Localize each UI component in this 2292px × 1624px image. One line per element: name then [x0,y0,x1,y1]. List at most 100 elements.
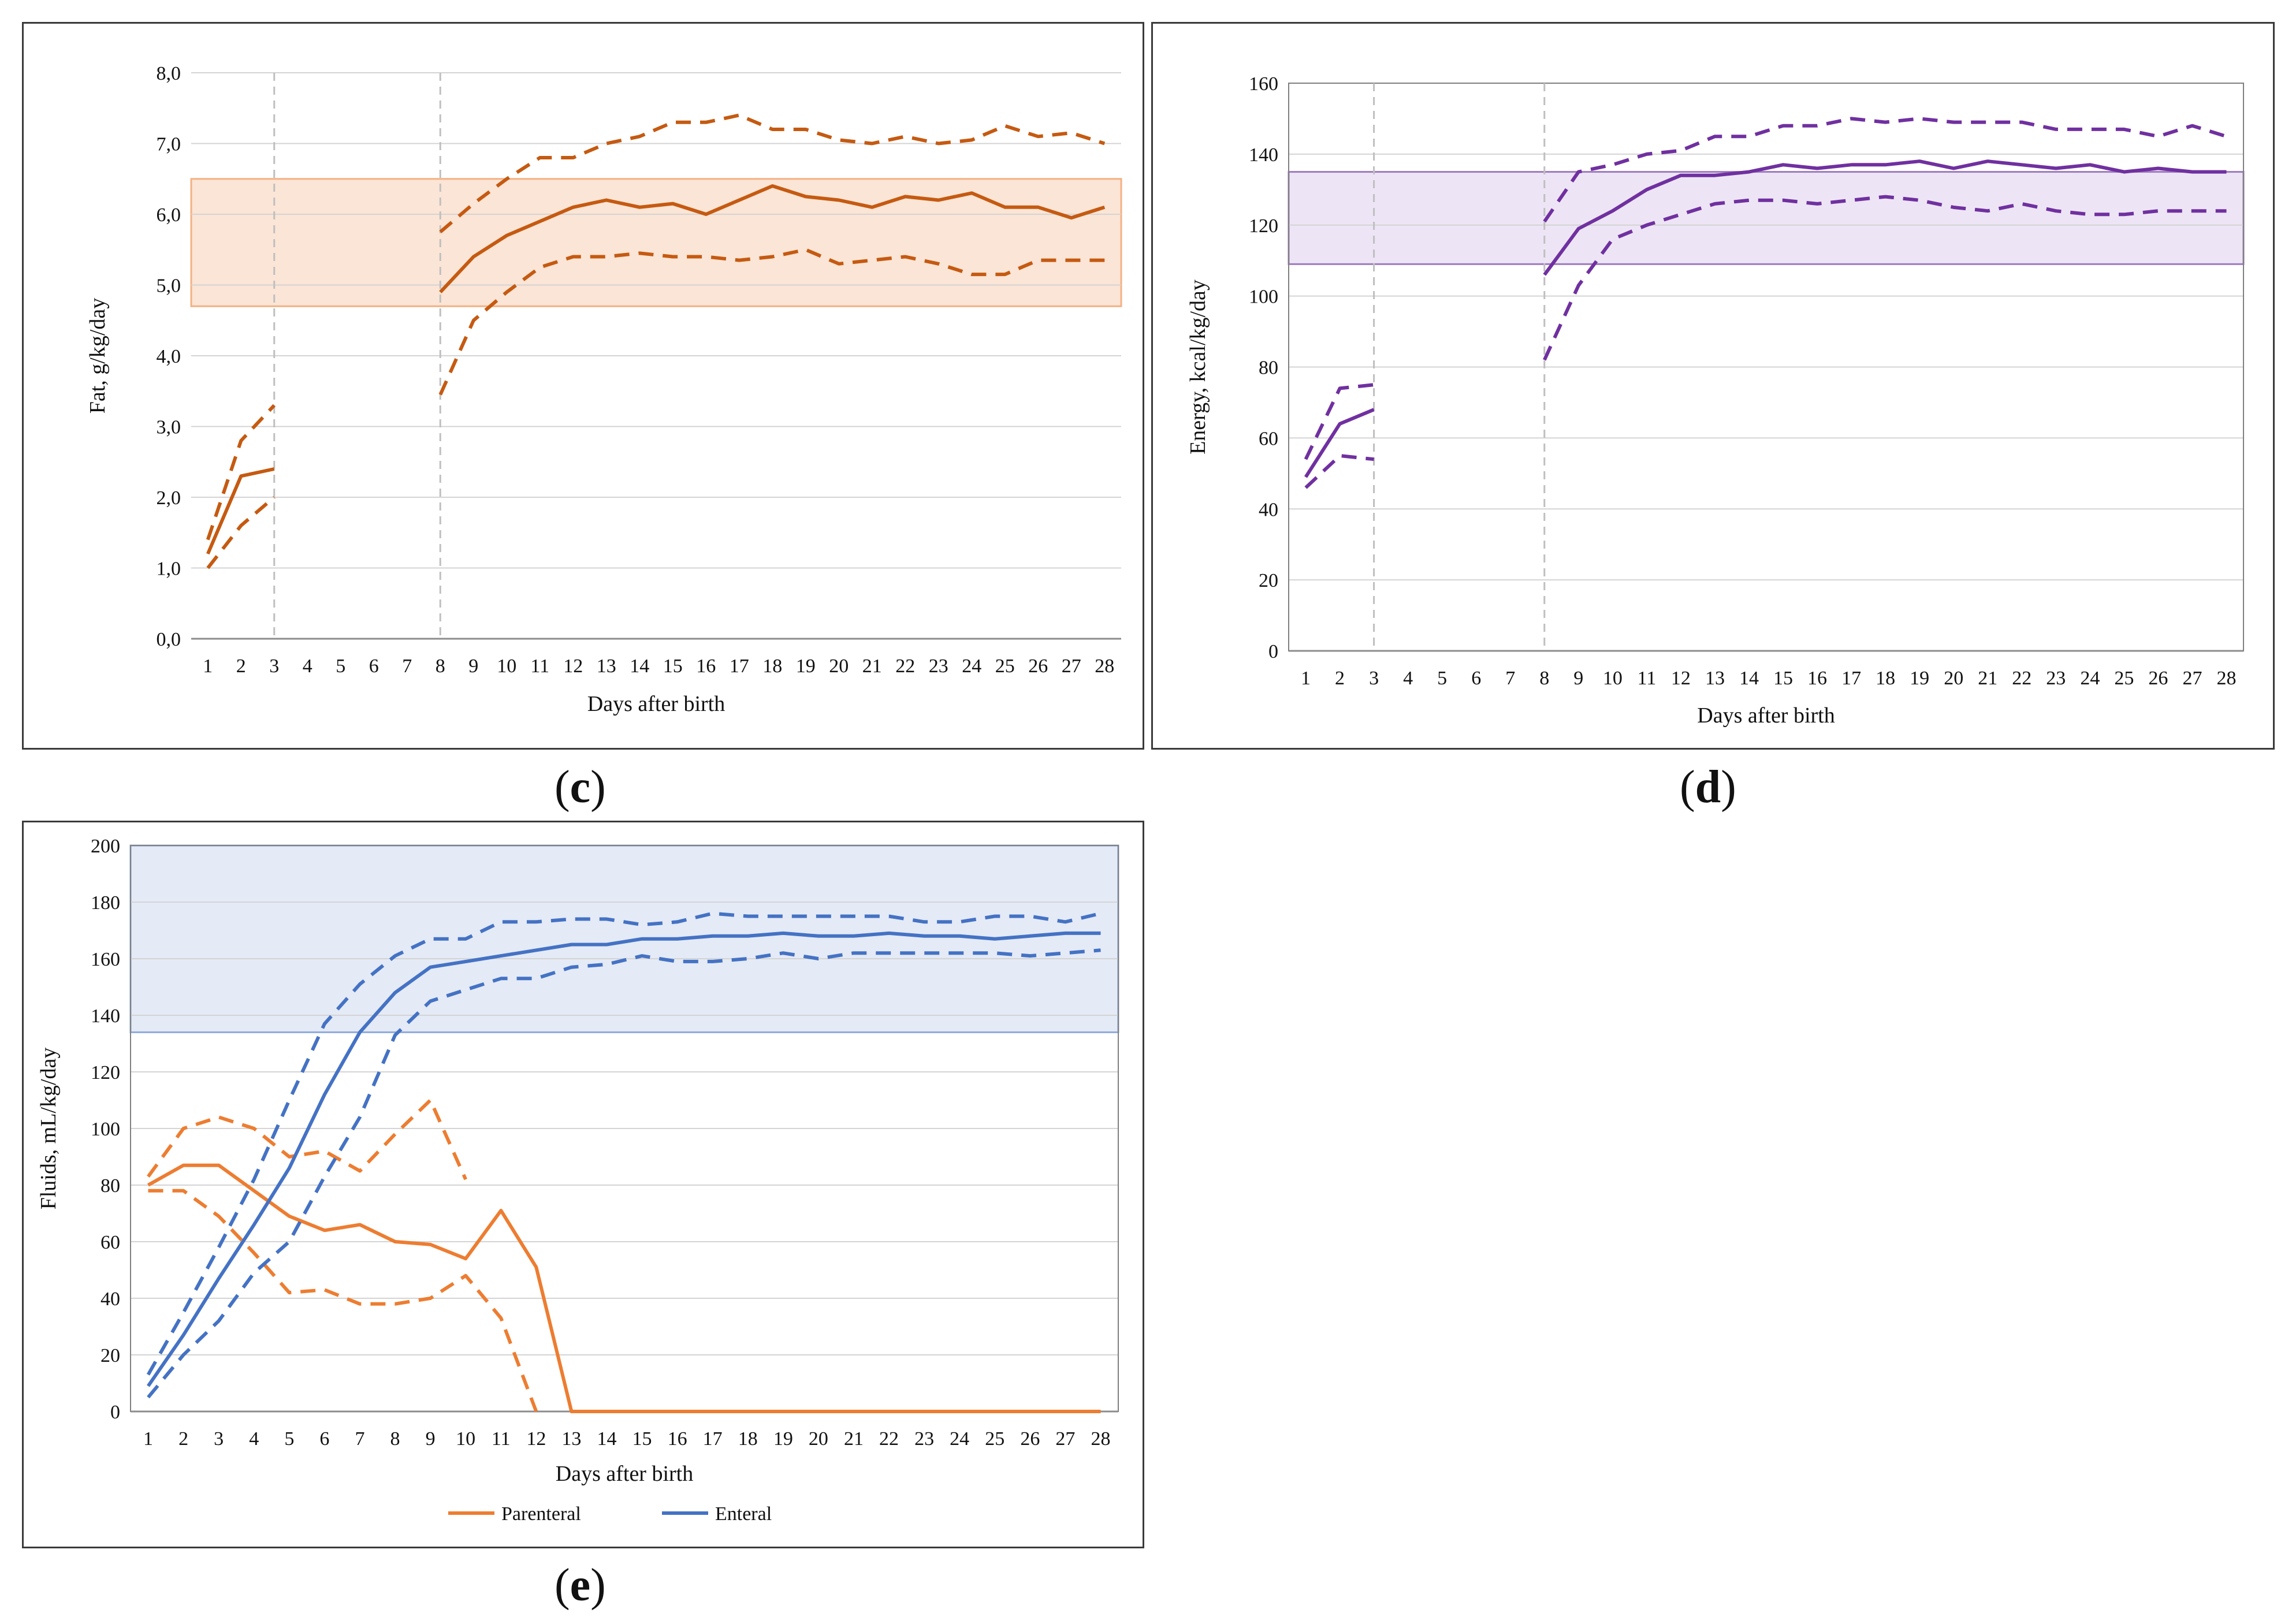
chart-c-x-tick-label: 13 [597,655,616,677]
chart-d-y-tick-label: 20 [1259,570,1278,591]
chart-e-x-tick-label: 15 [632,1428,652,1450]
chart-d-y-tick-label: 160 [1249,73,1278,95]
chart-e-series-enteral-lower [147,948,1101,1399]
chart-e-x-tick-label: 22 [879,1428,899,1450]
chart-d-x-tick-label: 5 [1437,668,1447,689]
chart-e-x-tick-label: 25 [985,1428,1004,1450]
chart-c-x-axis-label: Days after birth [587,692,725,716]
chart-e-series-parenteral-upper [147,1098,467,1180]
chart-c-y-tick-label: 7,0 [157,134,181,155]
chart-c-series-upper [206,404,276,541]
chart-e-y-tick-label: 160 [91,949,120,970]
chart-e-series-enteral-median [147,931,1101,1387]
caption-d: (d) [1680,762,1736,813]
chart-e-x-tick-label: 19 [773,1428,793,1450]
chart-d-x-tick-label: 12 [1671,668,1691,689]
chart-c-x-tick-label: 9 [468,655,478,677]
chart-c-y-tick-label: 8,0 [157,63,181,84]
chart-c-x-tick-label: 10 [497,655,516,677]
chart-d-x-tick-label: 4 [1403,668,1413,689]
chart-d-x-tick-label: 26 [2148,668,2168,689]
chart-d-x-tick-label: 9 [1573,668,1583,689]
chart-e-frame: 0 20 40 60 80 100 120 140 160 180 200 1 2 3 4 5 6 7 8 9 10 11… [22,821,1144,1548]
chart-e-x-tick-label: 3 [214,1428,224,1450]
chart-e-x-tick-label: 17 [703,1428,723,1450]
chart-d-series-upper [1304,383,1374,460]
chart-e-x-tick-label: 2 [178,1428,188,1450]
chart-c-x-tick-label: 23 [929,655,948,677]
chart-e-legend-label: Enteral [715,1503,772,1525]
chart-d-x-tick-label: 18 [1876,668,1895,689]
chart-d-x-tick-label: 17 [1841,668,1861,689]
chart-d-y-tick-label: 120 [1249,215,1278,237]
chart-c-x-tick-label: 21 [862,655,882,677]
chart-c: 0,01,02,03,04,05,06,07,08,01 2 3 4 5 6 7 8 9 10 11… [85,63,1122,716]
chart-c-series-lower [438,248,1105,396]
chart-e-y-tick-label: 20 [101,1345,120,1366]
chart-c-y-tick-label: 1,0 [157,558,181,580]
chart-e-x-tick-label: 12 [526,1428,546,1450]
chart-c-x-tick-label: 24 [962,655,981,677]
chart-e-x-tick-label: 21 [844,1428,864,1450]
chart-d-x-tick-label: 27 [2182,668,2202,689]
chart-e-y-tick-label: 0 [110,1402,120,1423]
chart-d-x-tick-label: 11 [1638,668,1657,689]
chart-d-frame: 0 20 40 60 80 100 120 140 160 1 2 3 4 5 6 7 8 9 10 11 12 13 14… [1151,22,2275,750]
chart-d-series-median [1304,408,1375,478]
chart-c-x-tick-label: 12 [563,655,583,677]
chart-c-x-tick-label: 27 [1062,655,1081,677]
chart-e-series-parenteral-median [147,1163,1101,1413]
chart-d-series-median [1543,159,2227,276]
chart-c-x-tick-label: 20 [829,655,849,677]
chart-c-x-tick-label: 15 [663,655,683,677]
chart-c-x-tick-label: 14 [630,655,649,677]
chart-c-x-tick-label: 2 [236,655,246,677]
chart-d-x-tick-label: 1 [1301,668,1311,689]
chart-c-x-tick-label: 16 [696,655,716,677]
chart-d-x-tick-label: 7 [1505,668,1515,689]
chart-d-series-lower [1543,195,2227,361]
chart-d-y-tick-label: 140 [1249,144,1278,166]
chart-e-x-tick-label: 6 [319,1428,329,1450]
chart-c-series-upper [439,113,1106,233]
chart-c-x-tick-label: 25 [995,655,1015,677]
chart-e-x-tick-label: 20 [809,1428,828,1450]
chart-c-x-tick-label: 6 [369,655,379,677]
chart-c-y-tick-label: 5,0 [157,275,181,297]
chart-d-y-tick-label: 80 [1259,357,1278,379]
chart-e-x-tick-label: 1 [143,1428,153,1450]
chart-c-y-tick-label: 6,0 [157,204,181,226]
chart-e-y-tick-label: 80 [101,1175,120,1197]
chart-e-x-tick-label: 7 [355,1428,364,1450]
chart-d-x-tick-label: 25 [2114,668,2134,689]
chart-c-y-tick-label: 0,0 [157,629,181,650]
chart-e-y-tick-label: 40 [101,1288,120,1310]
chart-d-x-tick-label: 15 [1773,668,1793,689]
chart-c-x-tick-label: 17 [730,655,749,677]
chart-e-y-tick-label: 120 [91,1062,120,1083]
chart-c-series-lower [206,496,276,569]
chart-d-x-tick-label: 24 [2080,668,2100,689]
chart-e-y-tick-label: 180 [91,892,120,914]
chart-d-x-tick-label: 10 [1603,668,1623,689]
chart-d-y-axis-label: Energy, kcal/kg/day [1186,280,1210,455]
chart-d-x-tick-label: 13 [1705,668,1725,689]
chart-c-y-tick-label: 4,0 [157,346,181,367]
chart-e-x-tick-label: 11 [492,1428,511,1450]
chart-c-y-tick-label: 3,0 [157,417,181,438]
chart-e-x-tick-label: 10 [456,1428,475,1450]
chart-d-x-tick-label: 6 [1471,668,1481,689]
chart-c-x-tick-label: 26 [1028,655,1048,677]
chart-e-y-axis-label: Fluids, mL/kg/day [36,1048,61,1210]
chart-e-series-enteral-upper [146,911,1102,1376]
chart-d-x-tick-label: 8 [1539,668,1549,689]
chart-d-x-tick-label: 20 [1944,668,1963,689]
chart-c-y-tick-label: 2,0 [157,487,181,509]
chart-e-reference-band [129,844,1119,1033]
chart-d-x-tick-label: 21 [1978,668,1997,689]
chart-c-x-tick-label: 28 [1095,655,1114,677]
chart-d-x-tick-label: 22 [2012,668,2031,689]
chart-d-x-tick-label: 16 [1807,668,1827,689]
